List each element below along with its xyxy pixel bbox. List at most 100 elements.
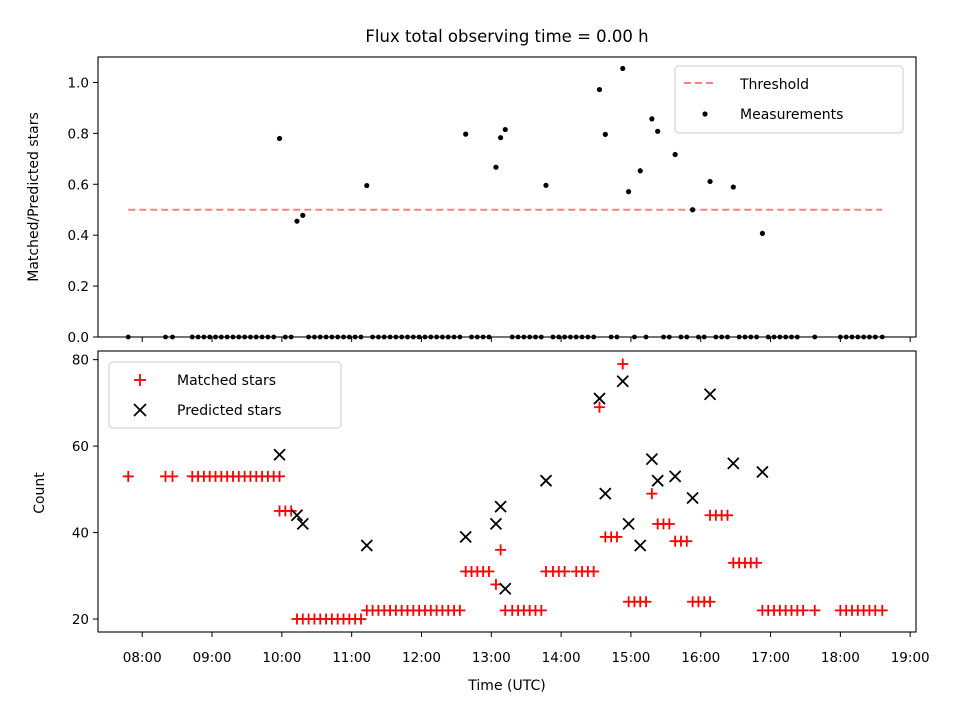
x-tick-label: 10:00	[262, 650, 301, 666]
measurement-point	[364, 182, 370, 189]
matched-star-marker	[797, 604, 809, 616]
predicted-star-marker	[273, 448, 286, 461]
x-tick-label: 08:00	[123, 650, 162, 666]
measurement-point	[300, 212, 306, 218]
bottom-axes-frame	[97, 350, 917, 633]
matched-star-marker	[122, 470, 134, 482]
matched-star-marker	[809, 604, 821, 616]
legend-matched-label: Matched stars	[177, 373, 276, 389]
predicted-star-marker	[296, 517, 309, 531]
measurement-point	[596, 86, 603, 93]
predicted-star-marker	[686, 491, 699, 505]
legend-threshold-label: Threshold	[739, 77, 809, 93]
matched-star-marker	[876, 604, 888, 616]
matched-star-marker	[355, 613, 367, 625]
matched-star-marker	[721, 509, 733, 521]
matched-star-marker	[704, 596, 716, 608]
measurement-point	[655, 128, 661, 134]
bottom-y-axis-label: Count	[32, 472, 48, 514]
top-legend-box	[674, 65, 904, 134]
bottom-y-tick-label: 20	[72, 612, 89, 628]
top-y-tick-label: 1.0	[68, 75, 89, 91]
bottom-y-axis: 20 40 60 80	[72, 353, 98, 628]
measurement-point	[543, 182, 549, 188]
bottom-x-axis: 08:00 09:00 10:00 11:00 12:00 13:00 14:00 15:00…	[123, 632, 930, 666]
matched-star-marker	[495, 544, 507, 556]
top-y-tick-label: 0.4	[68, 228, 89, 244]
x-axis-label: Time (UTC)	[467, 678, 545, 694]
predicted-star-marker	[616, 375, 629, 388]
x-tick-label: 15:00	[611, 650, 650, 666]
measurement-point	[649, 116, 655, 122]
legend-predicted-swatch	[133, 403, 147, 417]
predicted-star-marker	[539, 474, 553, 487]
matched-star-marker	[751, 557, 763, 569]
predicted-star-marker	[703, 388, 717, 401]
matched-star-marker	[663, 518, 675, 530]
measurement-point	[493, 164, 499, 170]
chart-title: Flux total observing time = 0.00 h	[365, 27, 648, 46]
measurement-point	[672, 151, 678, 158]
measurement-point	[502, 126, 508, 133]
predicted-star-marker	[459, 530, 472, 544]
top-y-tick-label: 0.8	[68, 126, 89, 142]
top-y-tick-label: 0.0	[68, 330, 89, 346]
predicted-star-marker	[360, 539, 373, 552]
matched-star-marker	[681, 535, 693, 547]
top-y-axis: 0.0 0.2 0.4 0.6 0.8 1.0	[68, 75, 98, 346]
measurement-point	[498, 135, 504, 141]
measurement-point	[276, 135, 283, 142]
matched-star-marker	[559, 565, 571, 577]
measurement-point	[294, 218, 300, 224]
matched-star-marker	[588, 565, 600, 577]
predicted-star-marker	[669, 470, 682, 483]
measurement-point	[759, 230, 766, 236]
top-y-axis-label: Matched/Predicted stars	[26, 112, 42, 282]
predicted-star-marker	[651, 474, 664, 487]
bottom-plot-area	[122, 358, 888, 625]
bottom-y-tick-label: 80	[72, 353, 89, 369]
x-tick-label: 13:00	[472, 650, 511, 666]
x-tick-label: 17:00	[751, 650, 790, 666]
predicted-star-marker	[622, 517, 635, 531]
matched-star-marker	[611, 531, 623, 543]
matched-star-marker	[483, 565, 495, 577]
x-tick-label: 18:00	[821, 650, 860, 666]
bottom-y-tick-label: 60	[72, 439, 89, 455]
matched-star-marker	[535, 604, 547, 616]
matched-star-marker	[490, 578, 502, 590]
measurement-point	[463, 131, 469, 137]
measurement-point	[602, 131, 608, 137]
top-y-tick-label: 0.2	[68, 279, 89, 295]
matched-star-marker	[285, 505, 297, 517]
x-tick-label: 14:00	[542, 650, 581, 666]
bottom-y-tick-label: 40	[72, 526, 89, 542]
matched-star-marker	[594, 401, 606, 413]
x-tick-label: 16:00	[681, 650, 720, 666]
predicted-star-marker	[645, 452, 659, 466]
x-tick-label: 12:00	[402, 650, 441, 666]
predicted-star-marker	[634, 539, 647, 552]
top-legend: Threshold Measurements	[674, 65, 904, 134]
matched-star-marker	[166, 470, 178, 482]
measurement-point	[637, 168, 643, 174]
matched-star-marker	[640, 596, 652, 608]
measurement-point	[707, 178, 713, 185]
measurement-point	[689, 207, 696, 213]
measurement-point	[625, 189, 632, 195]
predicted-star-marker	[494, 500, 507, 513]
measurement-point	[730, 184, 736, 190]
top-axes-frame	[97, 56, 917, 338]
legend-measurements-swatch	[702, 111, 708, 117]
top-x-axis	[141, 337, 911, 342]
predicted-star-marker	[489, 517, 503, 531]
x-tick-label: 11:00	[332, 650, 371, 666]
matched-star-marker	[646, 488, 658, 500]
top-y-tick-label: 0.6	[68, 177, 89, 193]
x-tick-label: 09:00	[193, 650, 232, 666]
matched-star-marker	[454, 604, 466, 616]
measurement-point	[620, 65, 626, 72]
legend-matched-swatch	[134, 374, 146, 386]
bottom-legend-box	[108, 361, 342, 429]
